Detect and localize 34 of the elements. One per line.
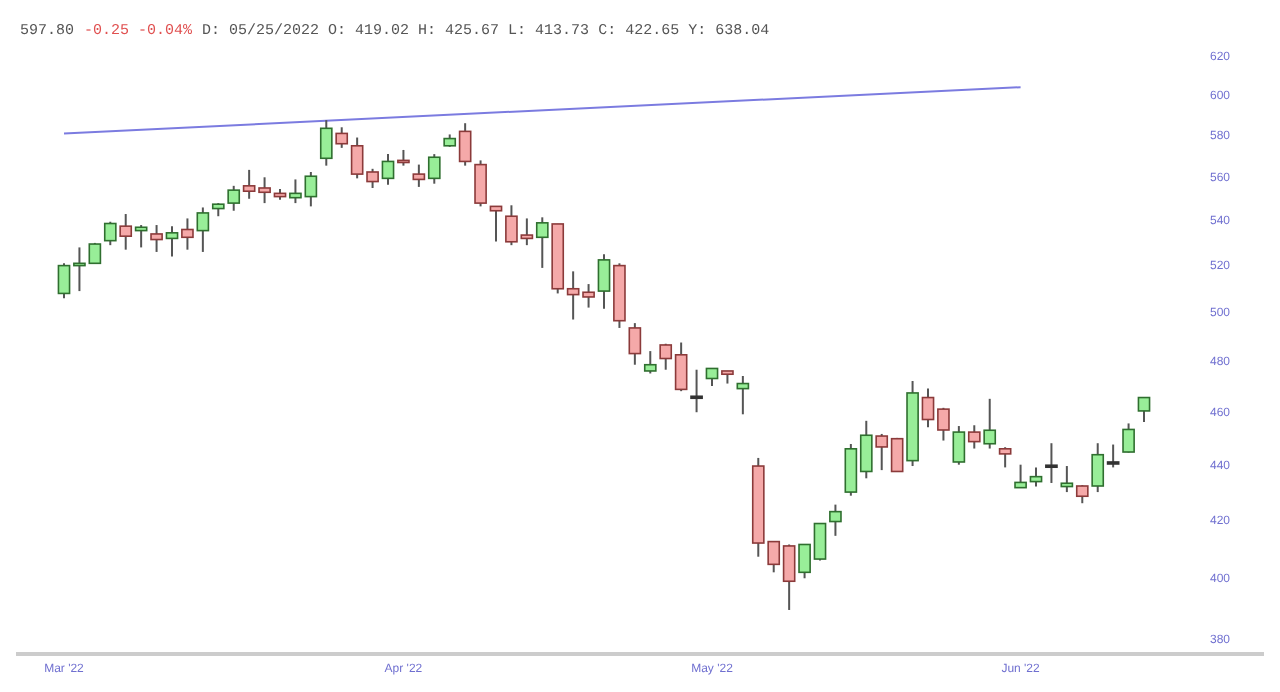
candlestick: [1045, 442, 1058, 484]
candlestick: [952, 425, 966, 466]
candlestick: [643, 350, 657, 375]
candlestick: [134, 224, 148, 249]
candlestick: [196, 206, 210, 253]
candlestick: [829, 503, 842, 537]
candlestick: [1060, 465, 1074, 494]
candlestick: [998, 446, 1012, 469]
candlestick: [628, 322, 642, 366]
candlestick: [427, 153, 441, 185]
candlestick: [1091, 442, 1105, 494]
candlestick: [1014, 463, 1027, 489]
candlestick: [412, 163, 426, 188]
candlestick: [489, 205, 503, 243]
candlestick: [1106, 443, 1120, 469]
candlestick: [165, 225, 179, 258]
candlestick: [967, 424, 981, 450]
candlestick: [1029, 466, 1043, 488]
candlestick: [103, 220, 117, 247]
candlestick: [335, 126, 349, 149]
candlestick: [458, 122, 472, 167]
candlestick: [181, 217, 194, 251]
candlestick: [597, 253, 611, 310]
candlestick: [535, 216, 549, 269]
candlestick: [1137, 396, 1151, 424]
candlestick: [1075, 484, 1089, 505]
candlestick: [690, 368, 703, 414]
candlestick: [1122, 422, 1135, 454]
candlestick: [319, 119, 333, 167]
candlestick: [381, 153, 395, 186]
candlestick: [119, 213, 133, 251]
candlestick: [983, 397, 997, 450]
candlestick: [150, 224, 163, 253]
candlestick: [474, 159, 487, 208]
